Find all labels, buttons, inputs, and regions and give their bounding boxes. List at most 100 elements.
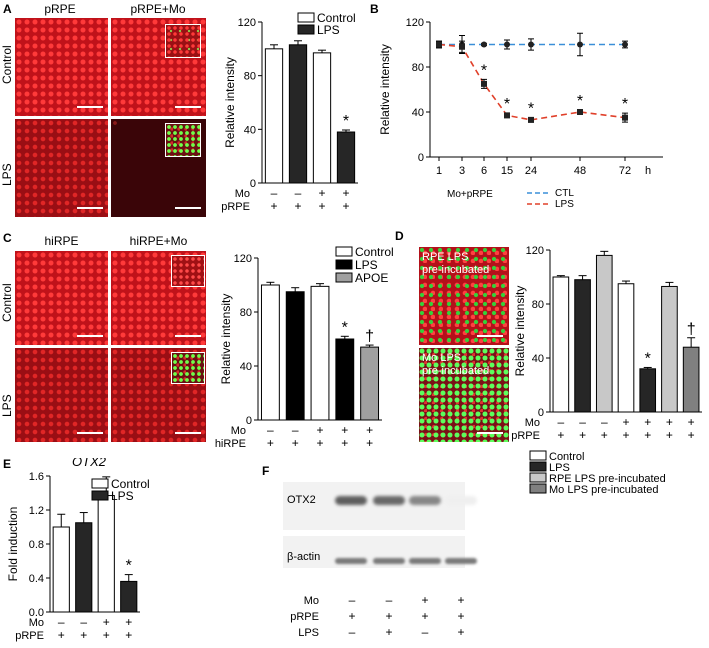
- condition-mark: +: [457, 625, 464, 639]
- condition-mark: +: [579, 428, 586, 442]
- data-point: [622, 114, 628, 121]
- micrograph-a-lps-prpe-mo: [110, 118, 207, 218]
- condition-row-label: pRPE: [290, 611, 319, 623]
- data-point: [528, 116, 534, 123]
- data-point: [459, 43, 465, 50]
- condition-mark: +: [318, 199, 325, 213]
- bar: [661, 285, 678, 413]
- legend-swatch: [91, 490, 109, 501]
- significance-mark: *: [342, 319, 348, 336]
- chart-title: OTX2: [72, 458, 107, 469]
- bar: [682, 346, 700, 413]
- significance-mark: *: [126, 558, 132, 575]
- legend-label: Control: [355, 245, 394, 259]
- inset-zoom: [165, 123, 201, 157]
- legend-swatch: [335, 272, 353, 283]
- legend-label: LPS: [555, 199, 574, 210]
- col-label-prpe-mo: pRPE+Mo: [130, 2, 186, 16]
- y-tick-label: 80: [240, 307, 252, 319]
- legend-label: Control: [111, 477, 150, 491]
- row-label-lps: LPS: [0, 163, 14, 186]
- inset-zoom: [165, 24, 201, 58]
- legend-swatch: [297, 12, 315, 23]
- significance-mark: *: [577, 93, 583, 110]
- bar: [360, 346, 380, 421]
- condition-mark: +: [342, 186, 349, 200]
- legend-label: Mo LPS pre-incubated: [549, 484, 658, 496]
- condition-mark: –: [271, 186, 278, 200]
- condition-row-label: pRPE: [15, 630, 44, 642]
- chart-b: 0 40 80 120 1 3 6 15 24 48 72 h Relative intensity Mo…: [378, 17, 663, 210]
- y-axis-label: Relative intensity: [219, 294, 233, 385]
- condition-mark: +: [385, 609, 392, 623]
- panel-letter-c: C: [3, 231, 12, 245]
- legend-swatch: [529, 483, 547, 494]
- y-tick-label: 40: [412, 107, 424, 119]
- legend-label: Control: [549, 451, 584, 463]
- image-label-rpe-lps: RPE LPS pre-incubated: [422, 251, 490, 276]
- band-label-actin: β-actin: [287, 551, 321, 563]
- data-point: [577, 41, 583, 48]
- legend-swatch: [91, 478, 109, 489]
- y-tick-label: 40: [244, 124, 256, 136]
- otx2-band: [445, 496, 477, 505]
- scale-bar: [175, 432, 201, 434]
- micrograph-c-lps-hirpe-mo: [110, 347, 207, 443]
- micrograph-c-lps-hirpe: [14, 347, 109, 443]
- panel-letter-e: E: [3, 457, 12, 471]
- bar: [335, 338, 355, 421]
- condition-mark: +: [316, 423, 323, 437]
- condition-row-label: Mo: [235, 188, 250, 200]
- y-tick-label: 80: [532, 299, 544, 311]
- condition-mark: +: [622, 428, 629, 442]
- legend-label: CTL: [555, 188, 574, 199]
- condition-mark: +: [366, 436, 373, 450]
- y-axis-label: Relative intensity: [513, 286, 527, 377]
- y-axis-label: Fold induction: [6, 507, 20, 582]
- condition-mark: +: [318, 186, 325, 200]
- y-tick-label: 0: [418, 152, 424, 164]
- row-label-control: Control: [0, 283, 14, 322]
- significance-mark: *: [645, 350, 651, 367]
- x-tick-label: 1: [436, 165, 442, 177]
- otx2-band: [409, 496, 441, 505]
- condition-mark: +: [80, 628, 87, 642]
- condition-row-label: LPS: [298, 627, 319, 639]
- otx2-band: [335, 496, 367, 505]
- col-label-prpe: pRPE: [44, 2, 76, 16]
- otx2-band: [373, 496, 405, 505]
- y-tick-label: 80: [244, 71, 256, 83]
- bar: [639, 368, 657, 413]
- condition-mark: +: [688, 415, 695, 429]
- condition-mark: +: [457, 593, 464, 607]
- legend-swatch: [297, 24, 315, 35]
- bar: [52, 526, 70, 613]
- legend-label: Control: [317, 11, 356, 25]
- condition-row-label: Mo: [29, 617, 44, 629]
- condition-mark: +: [103, 628, 110, 642]
- condition-mark: +: [341, 436, 348, 450]
- legend-label: LPS: [549, 462, 570, 474]
- condition-mark: +: [622, 415, 629, 429]
- condition-mark: –: [422, 625, 429, 639]
- condition-mark: +: [103, 615, 110, 629]
- y-tick-label: 0.0: [29, 607, 44, 619]
- condition-mark: +: [316, 436, 323, 450]
- panel-letter-b: B: [370, 2, 379, 16]
- row-label-lps: LPS: [0, 394, 14, 417]
- blot-strip-otx2: [283, 482, 465, 530]
- condition-mark: +: [348, 609, 355, 623]
- bar: [312, 52, 332, 184]
- legend-swatch: [529, 472, 547, 483]
- condition-row-label: Mo: [231, 425, 246, 437]
- x-axis-label: Mo+pRPE: [447, 189, 493, 200]
- micrograph-a-control-prpe: [14, 17, 109, 117]
- y-axis-label: Relative intensity: [223, 57, 237, 148]
- col-label-hirpe: hiRPE: [44, 234, 79, 248]
- condition-mark: –: [58, 615, 65, 629]
- col-label-hirpe-mo: hiRPE+Mo: [129, 234, 188, 248]
- significance-mark: *: [622, 96, 628, 113]
- y-tick-label: 0: [538, 407, 544, 419]
- condition-mark: –: [349, 593, 356, 607]
